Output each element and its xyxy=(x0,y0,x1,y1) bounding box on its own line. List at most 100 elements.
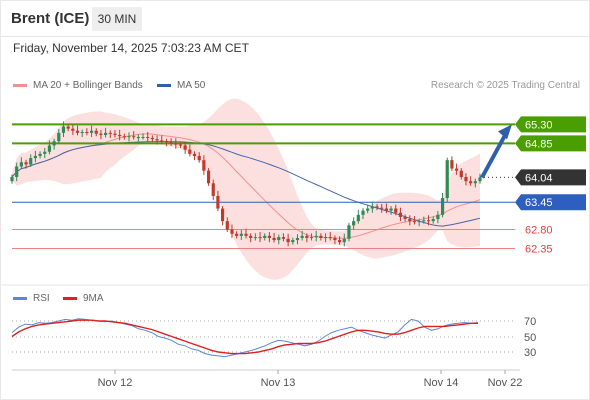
candle-body xyxy=(225,221,229,230)
rsi-line xyxy=(11,318,479,358)
candle-body xyxy=(277,237,281,241)
candle-body xyxy=(366,208,370,211)
candle-body xyxy=(244,233,248,236)
candle-body xyxy=(440,198,445,215)
candle-body xyxy=(394,208,398,213)
candle-body xyxy=(75,130,80,133)
candle-body xyxy=(300,235,304,238)
candle-body xyxy=(150,137,154,140)
candle-body xyxy=(323,237,328,239)
candle-body xyxy=(80,132,84,133)
level-label-65.30: 65.30 xyxy=(525,119,553,131)
candle-body xyxy=(216,195,220,209)
candle-body xyxy=(47,145,52,152)
candle-body xyxy=(160,140,164,142)
candle-body xyxy=(314,235,318,238)
candle-body xyxy=(155,139,159,141)
candle-body xyxy=(141,137,145,139)
candle-body xyxy=(431,219,435,222)
candle-body xyxy=(174,143,178,145)
candle-body xyxy=(398,212,403,217)
candle-body xyxy=(450,160,454,169)
ma20-label: MA 20 + Bollinger Bands xyxy=(33,80,143,91)
level-label-62.80: 62.80 xyxy=(525,225,553,237)
candle-body xyxy=(422,220,426,222)
candle-body xyxy=(417,221,421,223)
candle-body xyxy=(258,237,262,239)
candle-body xyxy=(57,132,61,142)
candle-body xyxy=(455,168,459,171)
candle-body xyxy=(108,132,112,134)
candle-body xyxy=(113,133,117,135)
candle-body xyxy=(192,153,197,156)
level-tag-64.85 xyxy=(515,135,586,152)
candle-body xyxy=(71,128,75,131)
forecast-arrow-head xyxy=(498,124,512,140)
timeframe-button[interactable]: 30 MIN xyxy=(92,7,142,31)
legend-rsi: RSI xyxy=(13,293,50,304)
rsi-label: RSI xyxy=(33,293,50,304)
candle-body xyxy=(38,153,42,156)
candle-body xyxy=(319,235,323,238)
legend-ma50: MA 50 xyxy=(157,80,205,91)
candle-body xyxy=(473,181,477,184)
x-tick-label: Nov 22 xyxy=(488,377,523,389)
candle-body xyxy=(263,235,267,238)
candle-body xyxy=(85,132,89,133)
candle-body xyxy=(291,240,295,243)
candle-body xyxy=(305,235,309,238)
candle-body xyxy=(29,158,33,165)
candle-body xyxy=(94,130,98,134)
candle-body xyxy=(99,133,103,135)
candle-body xyxy=(230,229,234,234)
candle-body xyxy=(188,149,192,154)
candle-body xyxy=(478,177,482,182)
level-tag-64.04 xyxy=(515,169,586,186)
candle-body xyxy=(253,237,257,239)
candle-body xyxy=(164,141,169,143)
rsi-ma-swatch xyxy=(63,296,77,300)
candle-body xyxy=(183,145,187,150)
candle-body xyxy=(136,137,140,139)
candle-body xyxy=(389,208,393,211)
candle-body xyxy=(459,170,463,177)
candle-body xyxy=(221,208,225,222)
x-tick-label: Nov 12 xyxy=(98,377,133,389)
ma20-swatch xyxy=(13,83,27,87)
candle-body xyxy=(347,225,351,239)
chart-datetime: Friday, November 14, 2025 7:03:23 AM CET xyxy=(13,41,249,55)
candle-body xyxy=(384,208,388,211)
rsi-tick-50: 50 xyxy=(524,332,536,344)
rsi-swatch xyxy=(13,296,27,300)
candle-body xyxy=(206,170,211,184)
candle-body xyxy=(286,238,290,243)
candle-body xyxy=(89,130,94,133)
candle-body xyxy=(464,176,468,182)
candle-body xyxy=(10,176,14,182)
rsi-ma-line xyxy=(11,319,478,355)
candle-body xyxy=(104,132,108,135)
instrument-title: Brent (ICE) xyxy=(11,10,90,27)
candle-body xyxy=(380,207,384,209)
candle-body xyxy=(66,126,70,129)
candle-body xyxy=(328,237,332,239)
candle-body xyxy=(61,126,66,133)
candle-body xyxy=(122,136,126,138)
candle-body xyxy=(178,144,183,146)
chart-header: Brent (ICE) 30 MIN xyxy=(0,0,590,37)
candle-body xyxy=(375,206,379,208)
candle-body xyxy=(202,160,206,171)
candle-body xyxy=(469,181,473,184)
candle-body xyxy=(19,162,23,167)
candle-body xyxy=(342,238,346,243)
rsi-tick-30: 30 xyxy=(524,347,536,359)
candle-body xyxy=(235,233,239,236)
legend-rsi-ma: 9MA xyxy=(63,293,104,304)
candle-body xyxy=(412,221,417,223)
candle-body xyxy=(132,136,136,138)
rsi-ma-label: 9MA xyxy=(83,293,104,304)
legend-ma20: MA 20 + Bollinger Bands xyxy=(13,80,143,91)
candle-body xyxy=(426,220,431,222)
candle-body xyxy=(24,162,28,165)
